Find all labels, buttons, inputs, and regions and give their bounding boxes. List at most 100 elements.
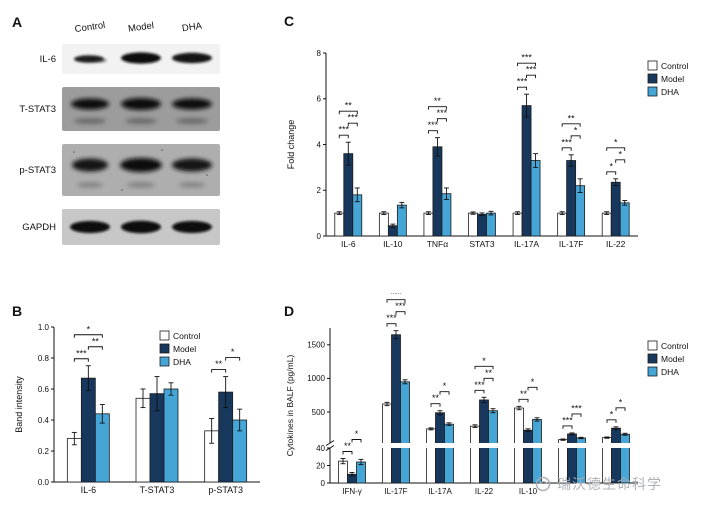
bar-control — [601, 212, 612, 237]
sig-label: *** — [339, 125, 350, 135]
y-tick-label: 4 — [317, 140, 322, 149]
x-category-label: TNFα — [427, 239, 449, 249]
x-category-label: T-STAT3 — [140, 485, 175, 495]
bar-control — [338, 460, 348, 484]
axis-break-mark — [325, 440, 335, 446]
sig-bracket — [517, 86, 528, 91]
x-category-label: p-STAT3 — [208, 485, 243, 495]
sig-bracket — [395, 311, 406, 315]
bar-control — [512, 212, 523, 237]
watermark: 瑞沃德生命科学 — [534, 474, 662, 494]
blot-band — [120, 158, 162, 172]
y-tick-label: 6 — [317, 95, 322, 104]
sig-label: ** — [434, 96, 442, 106]
sig-bracket — [338, 134, 349, 139]
sig-label: * — [610, 409, 614, 419]
sig-bracket — [225, 357, 241, 361]
sig-label: ** — [345, 101, 353, 111]
sig-label: *** — [395, 301, 406, 311]
panel-b-band-intensity: B 0.0 0.2 0.4 0.6 0.8 1.0 *** ** * ** * IL-6 T-STAT3… — [10, 295, 276, 525]
sig-bracket — [562, 425, 573, 429]
sig-bracket — [342, 451, 353, 455]
y-tick-label: 0.0 — [38, 478, 50, 487]
y-axis-title: Fold change — [286, 120, 296, 170]
sig-label: ** — [485, 368, 493, 378]
x-category-label: IL-6 — [341, 239, 356, 249]
legend-swatch-dha — [647, 366, 658, 377]
x-category-label: IL-6 — [81, 485, 97, 495]
x-category-label: IL-22 — [606, 239, 626, 249]
x-category-label: IFN-γ — [342, 487, 362, 496]
bar-dha — [94, 413, 110, 483]
bar-model — [523, 429, 533, 484]
sig-label: * — [619, 397, 623, 407]
blot-band — [70, 221, 110, 233]
sig-bracket — [474, 365, 494, 370]
panel-b-label: B — [12, 303, 23, 319]
legend-swatch-control — [647, 60, 658, 71]
panel-c-fold-change: C 0 2 4 6 8 *** *** ** *** *** ** *** *** *** *** * ** * *… — [280, 5, 716, 285]
x-category-label: IL-17A — [428, 487, 452, 496]
bar-control — [334, 212, 345, 237]
blot-band — [121, 220, 161, 234]
sig-label: *** — [571, 403, 582, 413]
blot-speckle — [73, 151, 75, 153]
legend-swatch-model — [647, 73, 658, 84]
legend-label: Model — [661, 354, 684, 364]
sig-bracket — [526, 74, 537, 79]
blot-band — [172, 221, 212, 233]
bar-dha — [530, 160, 541, 237]
blot-band — [71, 98, 109, 110]
blot-band — [77, 182, 103, 188]
blot-band — [172, 98, 212, 110]
x-category-label: STAT3 — [469, 239, 494, 249]
sig-label: * — [609, 161, 613, 171]
bar-dha — [163, 388, 179, 483]
legend-swatch-dha — [159, 356, 170, 367]
y-tick-label: 1.0 — [38, 323, 50, 332]
bar-dha — [396, 204, 407, 237]
sig-bracket — [386, 299, 406, 303]
bar-dha — [441, 193, 452, 237]
blot-col-model: Model — [127, 20, 155, 35]
chartB-svg: 0.00.20.40.60.81.0*********IL-6 T-STAT3 p-… — [14, 323, 260, 495]
sig-bracket — [386, 323, 397, 327]
legend-label: Model — [173, 344, 196, 354]
x-category-label: IL-17A — [514, 239, 539, 249]
sig-label: * — [614, 137, 618, 147]
y-tick-label: 2 — [317, 186, 322, 195]
blot-band — [95, 58, 107, 63]
blot-tstat3 — [62, 87, 220, 131]
sig-label: ** — [520, 389, 528, 399]
sig-bracket — [561, 147, 572, 151]
panel-c-label: C — [284, 13, 295, 29]
legend-label: Control — [173, 331, 201, 341]
y-tick-label: 40 — [316, 444, 325, 453]
sig-label: * — [482, 356, 486, 366]
blot-band — [72, 158, 108, 172]
x-category-label: IL-17F — [384, 487, 407, 496]
blot-band — [74, 118, 106, 124]
x-category-label: IL-22 — [475, 487, 494, 496]
bar-model — [521, 105, 532, 237]
blot-band — [127, 182, 155, 188]
panel-a-western-blots: A Control Model DHA IL-6 T-STAT3 — [10, 6, 246, 304]
legend-label: Model — [661, 74, 684, 84]
legend-swatch-control — [647, 340, 658, 351]
blot-speckle — [121, 189, 123, 191]
bar-dha — [486, 212, 496, 237]
bar-control — [557, 212, 568, 237]
sig-bracket — [73, 334, 103, 338]
y-tick-label: 8 — [317, 49, 322, 58]
panel-d-label: D — [284, 303, 295, 319]
bar-control — [426, 428, 436, 484]
sig-bracket — [439, 391, 450, 395]
blot-column-headers: Control Model DHA — [62, 20, 246, 36]
blot-band — [176, 118, 208, 124]
y-tick-label: 1500 — [307, 341, 325, 350]
y-tick-label: 0.6 — [38, 385, 50, 394]
bar-control — [470, 425, 480, 484]
blot-speckle — [161, 149, 163, 151]
blot-band — [172, 52, 212, 64]
blot-row-pstat3: p-STAT3 — [10, 144, 246, 196]
